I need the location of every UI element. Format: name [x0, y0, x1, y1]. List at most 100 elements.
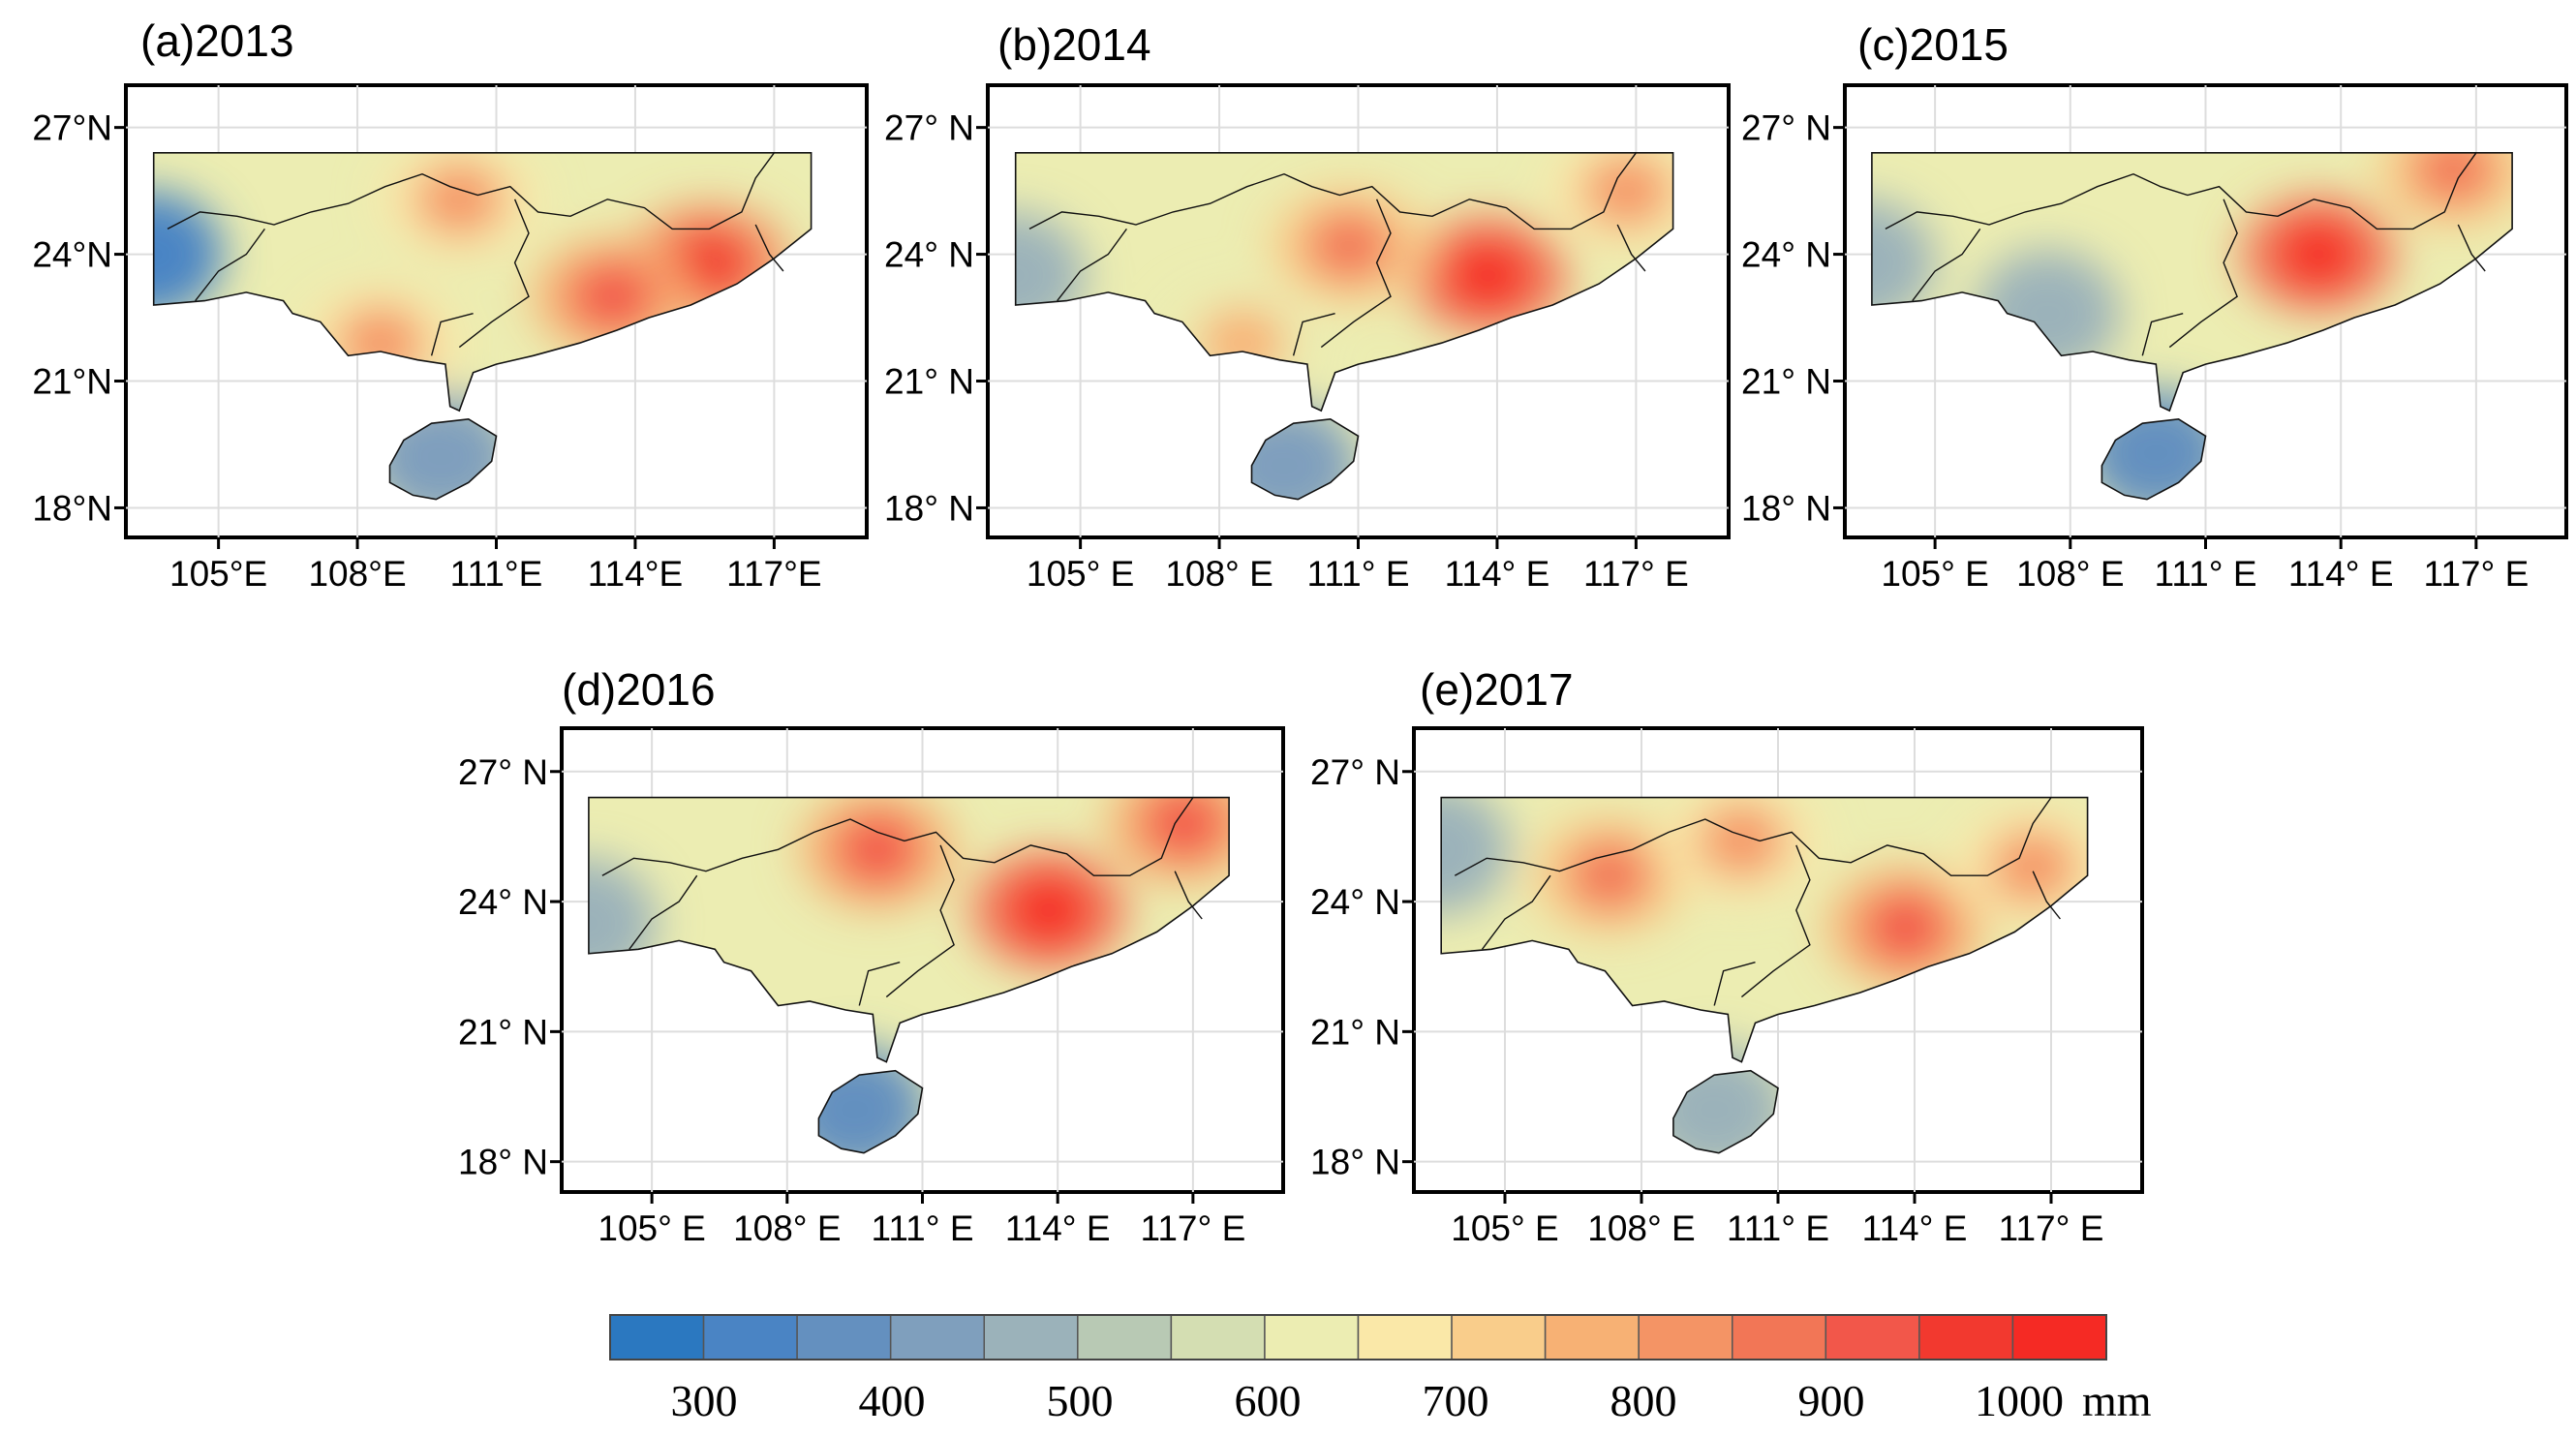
- lat-label: 24° N: [1741, 235, 1831, 275]
- colorbar-label: 500: [1047, 1376, 1114, 1425]
- lat-label: 24° N: [1310, 882, 1400, 922]
- lat-label: 18° N: [458, 1143, 548, 1182]
- lat-label: 18° N: [1741, 488, 1831, 528]
- colorbar-swatch: [1264, 1314, 1360, 1361]
- lat-label: 24° N: [884, 235, 974, 275]
- dry-spot: [153, 191, 224, 318]
- province-border: [1320, 199, 1392, 349]
- province-border: [1292, 313, 1335, 356]
- province-border: [167, 152, 775, 230]
- colorbar-swatch: [2011, 1314, 2107, 1361]
- hainan-coastline: [2101, 417, 2207, 501]
- wet-spot: [834, 812, 921, 887]
- hainan-coastline: [1672, 1069, 1779, 1154]
- wet-spot: [1304, 209, 1394, 283]
- province-border: [885, 844, 955, 998]
- lon-label: 105°E: [169, 554, 267, 594]
- map-panel-d: 27° N 24° N 21° N 18° N 105° E 108° E 111° E 11…: [458, 664, 1285, 1248]
- province-border: [2141, 313, 2184, 356]
- province-border: [601, 797, 1194, 876]
- panel-title: (c)2015: [1857, 19, 2009, 70]
- lat-label: 27° N: [1741, 108, 1831, 148]
- coastline: [1440, 796, 2089, 1063]
- colorbar: 300 400 500 600 700 800 900 1000 mm: [609, 1314, 2152, 1425]
- province-border: [1481, 874, 1551, 950]
- province-border: [1885, 152, 2477, 230]
- coastline: [1871, 152, 2513, 413]
- lat-label: 27° N: [458, 752, 548, 792]
- colorbar-label: 300: [671, 1376, 738, 1425]
- colorbar-swatch: [983, 1314, 1079, 1361]
- lat-label: 21° N: [1741, 362, 1831, 402]
- colorbar-swatch: [1544, 1314, 1640, 1361]
- province-border: [629, 874, 698, 950]
- province-border: [2032, 871, 2061, 920]
- wet-spot: [1989, 829, 2077, 904]
- hainan-coastline: [1250, 417, 1360, 501]
- colorbar-swatch: [889, 1314, 985, 1361]
- lat-label: 18° N: [1310, 1143, 1400, 1182]
- colorbar-swatch: [796, 1314, 892, 1361]
- map-panel-b: 27° N 24° N 21° N 18° N 105° E 108° E 111° E 11…: [884, 19, 1731, 594]
- colorbar-swatch: [1825, 1314, 1920, 1361]
- colorbar-label: 600: [1235, 1376, 1302, 1425]
- lon-label: 105° E: [1881, 554, 1989, 594]
- dry-spot: [1871, 199, 1936, 326]
- lon-label: 108° E: [1587, 1208, 1696, 1248]
- lat-label: 24° N: [458, 882, 548, 922]
- colorbar-label: 400: [859, 1376, 926, 1425]
- colorbar-frame: [609, 1314, 2107, 1361]
- lon-label: 117° E: [1999, 1208, 2104, 1248]
- province-border: [1454, 797, 2052, 876]
- lon-label: 105° E: [598, 1208, 706, 1248]
- wet-spot: [1861, 890, 1949, 965]
- lon-label: 111° E: [1307, 554, 1410, 594]
- colorbar-label: 1000: [1975, 1376, 2064, 1425]
- wet-spot: [1005, 872, 1092, 948]
- map-panel-e: 27° N 24° N 21° N 18° N 105° E 108° E 111° E 11…: [1310, 664, 2144, 1248]
- wet-spot: [2275, 218, 2362, 290]
- lon-label: 114° E: [1005, 1208, 1111, 1248]
- colorbar-swatch: [702, 1314, 798, 1361]
- province-border: [1616, 224, 1646, 272]
- lat-label: 21° N: [458, 1012, 548, 1052]
- colorbar-swatch: [1732, 1314, 1827, 1361]
- colorbar-unit: mm: [2082, 1376, 2152, 1425]
- hainan-coastline: [817, 1069, 924, 1154]
- lon-label: 117° E: [1141, 1208, 1246, 1248]
- hainan-coastline: [388, 417, 498, 501]
- wet-spot: [567, 260, 657, 333]
- province-border: [858, 962, 901, 1006]
- lat-label: 27° N: [1310, 752, 1400, 792]
- map-panel-a: 27°N 24°N 21°N 18°N 105°E 108°E 111°E 114°E 117°…: [32, 15, 869, 594]
- lon-label: 108° E: [1165, 554, 1273, 594]
- province-border: [1740, 844, 1811, 998]
- province-border: [195, 228, 265, 302]
- lon-label: 114° E: [1445, 554, 1550, 594]
- colorbar-swatch: [1357, 1314, 1453, 1361]
- wet-spot: [414, 163, 505, 236]
- lon-label: 117° E: [2424, 554, 2530, 594]
- lat-label: 21°N: [32, 362, 112, 402]
- panel-title: (e)2017: [1420, 664, 1574, 715]
- panel-title: (b)2014: [997, 19, 1151, 70]
- lon-label: 114°E: [588, 554, 683, 594]
- province-border: [1028, 152, 1637, 230]
- colorbar-swatch: [1451, 1314, 1547, 1361]
- map-panel-c: 27° N 24° N 21° N 18° N 105° E 108° E 111° E 11…: [1741, 19, 2568, 594]
- province-border: [458, 199, 530, 349]
- lon-label: 111°E: [450, 554, 543, 594]
- colorbar-swatch: [1638, 1314, 1733, 1361]
- lat-label: 21° N: [1310, 1012, 1400, 1052]
- colorbar-swatch: [1918, 1314, 2014, 1361]
- lat-label: 18° N: [884, 488, 974, 528]
- coastline: [588, 796, 1230, 1063]
- wet-spot: [2409, 152, 2498, 206]
- lon-label: 111° E: [2155, 554, 2257, 594]
- province-border: [1912, 228, 1981, 302]
- colorbar-swatch: [1077, 1314, 1173, 1361]
- lon-label: 105° E: [1451, 1208, 1559, 1248]
- colorbar-swatch: [1170, 1314, 1266, 1361]
- colorbar-swatch: [609, 1314, 705, 1361]
